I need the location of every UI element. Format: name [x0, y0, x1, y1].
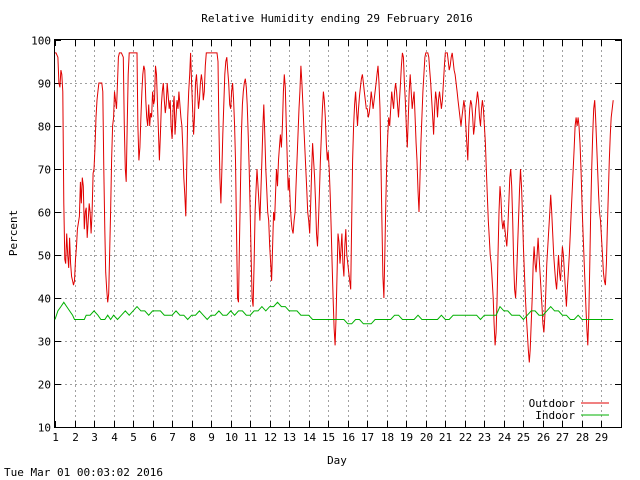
x-tick-label: 22 [459, 431, 472, 444]
x-tick-label: 21 [439, 431, 452, 444]
x-tick-label: 11 [244, 431, 257, 444]
x-tick-label: 28 [576, 431, 589, 444]
x-tick-label: 24 [498, 431, 512, 444]
x-tick-label: 29 [595, 431, 608, 444]
grid-lines [55, 40, 621, 427]
x-tick-label: 3 [91, 431, 98, 444]
x-tick-label: 4 [111, 431, 118, 444]
x-tick-label: 7 [169, 431, 176, 444]
legend-label-outdoor: Outdoor [529, 397, 576, 410]
x-tick-label: 18 [381, 431, 394, 444]
y-axis-ticks: 10 20 30 40 50 60 70 80 90 100 [31, 35, 621, 435]
y-tick-label: 60 [38, 207, 51, 220]
y-tick-label: 90 [38, 78, 51, 91]
x-tick-label: 2 [72, 431, 79, 444]
y-tick-label: 50 [38, 250, 51, 263]
x-tick-label: 9 [208, 431, 215, 444]
y-tick-label: 30 [38, 336, 51, 349]
x-tick-label: 12 [264, 431, 277, 444]
y-tick-label: 80 [38, 121, 51, 134]
x-tick-label: 14 [303, 431, 317, 444]
x-tick-label: 5 [130, 431, 137, 444]
x-tick-label: 13 [283, 431, 296, 444]
y-tick-label: 70 [38, 164, 51, 177]
x-axis-label: Day [327, 454, 347, 467]
x-tick-label: 20 [420, 431, 433, 444]
y-tick-label: 40 [38, 293, 51, 306]
y-tick-label: 10 [38, 422, 51, 435]
x-tick-label: 1 [52, 431, 59, 444]
timestamp-footer: Tue Mar 01 00:03:02 2016 [4, 466, 163, 479]
x-tick-label: 23 [478, 431, 491, 444]
chart-title: Relative Humidity ending 29 February 201… [201, 12, 473, 25]
x-tick-label: 27 [556, 431, 569, 444]
x-tick-label: 17 [361, 431, 374, 444]
y-axis-label: Percent [7, 210, 20, 256]
x-tick-label: 16 [342, 431, 355, 444]
x-axis-ticks: 1 2 3 4 5 6 7 8 9 10 11 12 13 14 15 16 17 18 19 20 21 22 23 24 2… [52, 40, 608, 444]
series-line-outdoor [55, 52, 614, 363]
x-tick-label: 19 [400, 431, 413, 444]
y-tick-label: 100 [31, 35, 51, 48]
x-tick-label: 8 [189, 431, 196, 444]
x-tick-label: 10 [225, 431, 238, 444]
plot-frame [54, 39, 622, 428]
x-tick-label: 25 [517, 431, 530, 444]
series-layer [54, 52, 614, 363]
series-line-indoor [54, 301, 614, 325]
y-tick-label: 20 [38, 379, 51, 392]
x-tick-label: 15 [322, 431, 335, 444]
x-tick-label: 26 [537, 431, 550, 444]
legend-label-indoor: Indoor [535, 409, 575, 422]
x-tick-label: 6 [150, 431, 157, 444]
